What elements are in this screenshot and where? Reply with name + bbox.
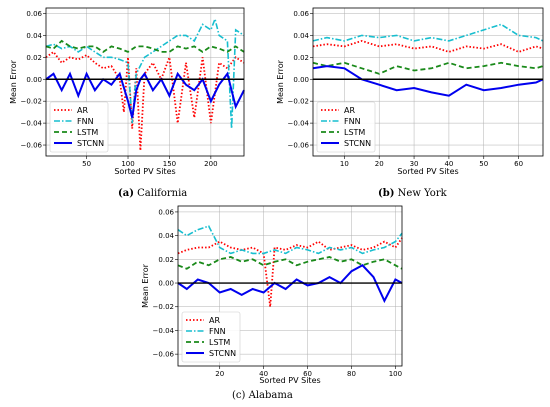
y-axis-label: Mean Error: [141, 263, 150, 308]
legend-label-lstm: LSTM: [209, 338, 230, 347]
legend-label-stcnn: STCNN: [209, 349, 236, 358]
legend-box: [49, 101, 109, 153]
legend-label-ar: AR: [209, 316, 220, 325]
x-tick-label: 60: [514, 160, 523, 168]
legend-box: [181, 311, 241, 363]
plot-frame: [45, 7, 245, 157]
legend-label-fnn: FNN: [77, 117, 94, 126]
x-tick-label: 40: [259, 370, 268, 378]
caption-b-text: New York: [397, 188, 447, 199]
series-line-stcnn: [177, 264, 403, 304]
series-line-fnn: [312, 23, 544, 42]
y-tick-label: 0.00: [26, 76, 42, 84]
x-tick-label: 10: [340, 160, 349, 168]
series-line-ar: [177, 237, 403, 307]
caption-a: (a) California: [118, 188, 187, 199]
caption-a-letter: (a): [118, 188, 134, 199]
x-tick-label: 100: [121, 160, 134, 168]
y-tick-label: −0.06: [21, 142, 43, 150]
y-tick-label: −0.04: [288, 120, 310, 128]
x-tick-label: 20: [215, 370, 224, 378]
caption-b: (b) New York: [378, 188, 447, 199]
x-tick-label: 20: [375, 160, 384, 168]
y-axis-label: Mean Error: [9, 59, 18, 104]
legend-label-ar: AR: [344, 106, 355, 115]
legend-label-lstm: LSTM: [344, 128, 365, 137]
y-tick-label: −0.02: [288, 98, 309, 106]
y-tick-label: 0.06: [293, 10, 309, 18]
caption-c: (c) Alabama: [232, 390, 293, 401]
x-tick-label: 50: [479, 160, 488, 168]
y-tick-label: 0.04: [158, 232, 174, 240]
series-line-fnn: [177, 225, 403, 255]
series-line-fnn: [45, 16, 245, 129]
y-tick-label: 0.00: [293, 76, 309, 84]
plot-frame: [177, 205, 403, 367]
series-line-stcnn: [312, 65, 544, 97]
legend-label-fnn: FNN: [344, 117, 361, 126]
y-tick-label: 0.00: [158, 280, 174, 288]
legend-label-stcnn: STCNN: [77, 139, 104, 148]
x-tick-label: 200: [204, 160, 217, 168]
y-axis-label: Mean Error: [276, 59, 285, 104]
x-tick-label: 50: [82, 160, 91, 168]
series-line-lstm: [45, 39, 245, 53]
x-tick-label: 60: [303, 370, 312, 378]
y-tick-label: −0.02: [21, 98, 42, 106]
y-tick-label: −0.04: [21, 120, 43, 128]
y-tick-label: −0.06: [153, 351, 175, 359]
legend-label-ar: AR: [77, 106, 88, 115]
caption-c-letter: (c): [232, 390, 246, 401]
y-tick-label: 0.02: [293, 54, 309, 62]
y-tick-label: 0.04: [293, 32, 309, 40]
x-axis-label: Sorted PV Sites: [397, 167, 458, 176]
y-tick-label: −0.06: [288, 142, 310, 150]
x-tick-label: 150: [163, 160, 176, 168]
series-line-ar: [312, 39, 544, 53]
y-tick-label: −0.02: [153, 303, 174, 311]
caption-a-text: California: [137, 188, 188, 199]
y-tick-label: 0.02: [158, 256, 174, 264]
x-tick-label: 40: [444, 160, 453, 168]
chart-panel-2: −0.06 −0.04 −0.02 0.00 0.02 0.04 0.06 10 20 30 40 5…: [276, 7, 544, 176]
legend-box: [316, 101, 376, 153]
x-axis-label: Sorted PV Sites: [114, 167, 175, 176]
legend-label-stcnn: STCNN: [344, 139, 371, 148]
x-axis-label: Sorted PV Sites: [259, 376, 320, 385]
y-tick-label: 0.06: [26, 10, 42, 18]
caption-b-letter: (b): [378, 188, 395, 199]
caption-c-text: Alabama: [248, 390, 293, 401]
x-tick-label: 30: [410, 160, 419, 168]
legend-label-fnn: FNN: [209, 327, 226, 336]
legend-label-lstm: LSTM: [77, 128, 98, 137]
x-tick-label: 80: [347, 370, 356, 378]
chart-panel-1: −0.06 −0.04 −0.02 0.00 0.02 0.04 0.06 50 100 150 2…: [9, 7, 245, 176]
series-line-lstm: [312, 61, 544, 75]
plot-frame: [312, 7, 544, 157]
y-tick-label: 0.02: [26, 54, 42, 62]
chart-panel-3: −0.06 −0.04 −0.02 0.00 0.02 0.04 0.06 20 40 60 80 1…: [141, 205, 403, 385]
y-tick-label: −0.04: [153, 327, 175, 335]
y-tick-label: 0.04: [26, 32, 42, 40]
y-tick-label: 0.06: [158, 208, 174, 216]
x-tick-label: 100: [389, 370, 402, 378]
series-line-lstm: [177, 256, 403, 270]
